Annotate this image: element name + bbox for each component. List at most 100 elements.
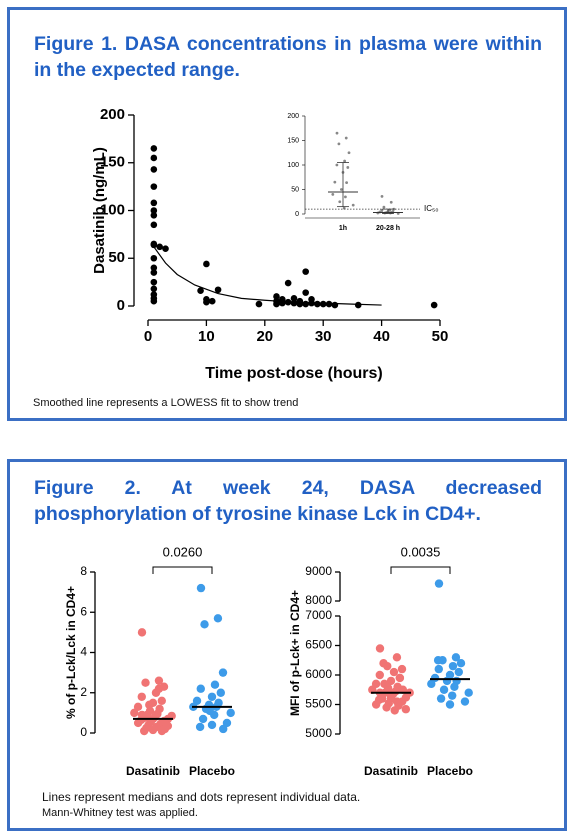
data-point	[346, 166, 350, 169]
data-point	[389, 667, 399, 677]
data-point	[137, 710, 147, 720]
data-point	[205, 706, 214, 716]
data-point	[150, 254, 158, 262]
y-tick-label: 100	[100, 201, 125, 218]
data-point	[222, 718, 232, 728]
x-axis-title: Time post-dose (hours)	[205, 365, 383, 382]
data-point	[371, 700, 381, 709]
data-point	[203, 260, 210, 268]
data-point	[198, 714, 208, 724]
data-point	[448, 691, 457, 700]
figure-title: Figure 1. DASA concentrations in plasma …	[34, 33, 542, 81]
data-point	[344, 136, 348, 140]
figure-note: Mann-Whitney test was applied.	[42, 807, 198, 819]
data-point	[445, 700, 455, 709]
data-point	[375, 644, 385, 653]
data-point	[450, 682, 459, 691]
y-axis-title: % of p-Lck/Lck in CD4+	[64, 586, 78, 719]
data-point	[392, 697, 402, 706]
data-point	[397, 664, 407, 674]
data-point	[337, 142, 341, 146]
data-point	[213, 614, 223, 623]
data-point	[347, 151, 351, 155]
x-tick-label: 10	[198, 328, 215, 345]
data-point	[442, 676, 452, 686]
data-point	[203, 298, 210, 306]
y-tick-label: 8	[80, 564, 87, 578]
data-point	[380, 209, 384, 212]
data-point	[434, 579, 444, 588]
data-point	[255, 300, 263, 308]
category-label: Dasatinib	[364, 764, 418, 778]
data-point	[150, 145, 158, 152]
y-tick-label: 200	[287, 113, 299, 120]
data-point	[460, 697, 470, 706]
data-point	[430, 301, 438, 309]
data-point	[218, 668, 228, 677]
data-point	[150, 264, 158, 272]
y-tick-label: 50	[291, 186, 299, 193]
data-point	[145, 700, 154, 710]
data-point	[314, 300, 321, 308]
data-point	[214, 286, 222, 294]
data-point	[308, 296, 315, 303]
data-point	[439, 685, 449, 694]
data-point	[196, 684, 205, 693]
data-point	[273, 300, 280, 308]
data-point	[148, 725, 158, 735]
data-point	[290, 295, 298, 302]
data-point	[331, 193, 335, 196]
y-tick-label: 0	[295, 211, 299, 218]
data-point	[456, 659, 466, 668]
data-point	[150, 211, 158, 219]
data-point	[196, 583, 206, 593]
data-point	[162, 245, 169, 252]
data-point	[386, 676, 396, 686]
data-point	[150, 199, 158, 207]
data-point	[392, 653, 402, 662]
figure-note: Lines represent medians and dots represe…	[42, 790, 361, 804]
category-label: 1h	[339, 225, 347, 232]
y-tick-label: 9000	[305, 564, 332, 578]
data-point	[331, 301, 339, 309]
data-point	[210, 680, 220, 689]
data-point	[273, 293, 280, 300]
x-tick-label: 20	[256, 328, 273, 345]
data-point	[200, 620, 209, 629]
figure-box	[7, 459, 567, 831]
p-value: 0.0035	[401, 544, 441, 559]
data-point	[451, 653, 461, 662]
data-point	[150, 297, 158, 305]
data-point	[150, 183, 158, 190]
data-point	[335, 163, 339, 167]
data-point	[401, 705, 411, 714]
y-tick-label: 7000	[305, 608, 332, 622]
y-tick-label: 6000	[305, 667, 332, 681]
data-point	[137, 628, 147, 637]
y-tick-label: 50	[108, 249, 125, 266]
data-point	[343, 159, 347, 163]
trend-line	[153, 246, 382, 306]
data-point	[335, 131, 339, 135]
data-point	[150, 154, 158, 162]
data-point	[208, 297, 216, 305]
data-point	[325, 300, 333, 308]
data-point	[195, 722, 205, 732]
data-point	[344, 195, 347, 199]
category-label: 20-28 h	[376, 225, 400, 232]
y-tick-label: 0	[117, 297, 125, 314]
data-point	[150, 285, 158, 293]
data-point	[302, 300, 309, 308]
data-point	[207, 720, 217, 730]
data-point	[434, 664, 443, 674]
data-point	[454, 667, 463, 677]
data-point	[133, 718, 143, 728]
data-point	[389, 200, 393, 204]
y-axis-title: Dasatinib (ng/mL)	[91, 147, 108, 274]
y-tick-label: 5000	[305, 726, 332, 740]
y-tick-label: 4	[80, 645, 87, 659]
figure-note: Smoothed line represents a LOWESS fit to…	[33, 397, 299, 409]
p-value: 0.0260	[163, 544, 203, 559]
data-point	[207, 692, 217, 701]
